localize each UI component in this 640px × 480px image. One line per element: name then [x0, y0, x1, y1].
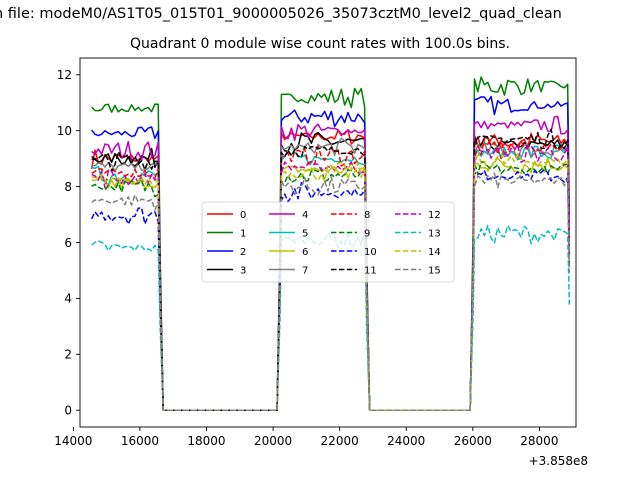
x-tick-label: 22000 — [321, 434, 359, 448]
series-line-9 — [91, 160, 571, 411]
legend-label-11: 11 — [364, 265, 377, 276]
y-tick-label: 10 — [57, 124, 72, 138]
legend-label-9: 9 — [364, 228, 370, 239]
x-tick-label: 28000 — [520, 434, 558, 448]
series-line-6 — [91, 157, 571, 411]
legend-label-7: 7 — [302, 265, 308, 276]
legend-label-15: 15 — [428, 265, 441, 276]
y-tick-label: 2 — [64, 348, 72, 362]
legend-label-8: 8 — [364, 210, 370, 221]
legend-label-1: 1 — [240, 228, 246, 239]
x-tick-label: 20000 — [254, 434, 292, 448]
legend-label-4: 4 — [302, 210, 308, 221]
legend-label-13: 13 — [428, 228, 441, 239]
legend-label-14: 14 — [428, 247, 441, 258]
x-tick-label: 24000 — [387, 434, 425, 448]
legend-label-3: 3 — [240, 265, 246, 276]
y-tick-label: 0 — [64, 404, 72, 418]
legend-label-5: 5 — [302, 228, 308, 239]
y-tick-label: 12 — [57, 68, 72, 82]
x-tick-label: 16000 — [121, 434, 159, 448]
y-tick-label: 6 — [64, 236, 72, 250]
x-offset-label: +3.858e8 — [529, 454, 588, 468]
figure-suptitle: n file: modeM0/AS1T05_015T01_9000005026_… — [0, 6, 562, 22]
x-tick-label: 14000 — [54, 434, 92, 448]
x-tick-label: 18000 — [187, 434, 225, 448]
y-tick-label: 4 — [64, 292, 72, 306]
legend-label-12: 12 — [428, 210, 441, 221]
legend-label-0: 0 — [240, 210, 246, 221]
legend-box — [201, 201, 455, 283]
series-lines — [90, 76, 571, 411]
legend-label-6: 6 — [302, 247, 308, 258]
chart-title: Quadrant 0 module wise count rates with … — [130, 36, 510, 52]
legend-label-10: 10 — [364, 247, 377, 258]
x-tick-label: 26000 — [454, 434, 492, 448]
legend-label-2: 2 — [240, 247, 246, 258]
y-tick-label: 8 — [64, 180, 72, 194]
series-line-15 — [91, 172, 571, 411]
